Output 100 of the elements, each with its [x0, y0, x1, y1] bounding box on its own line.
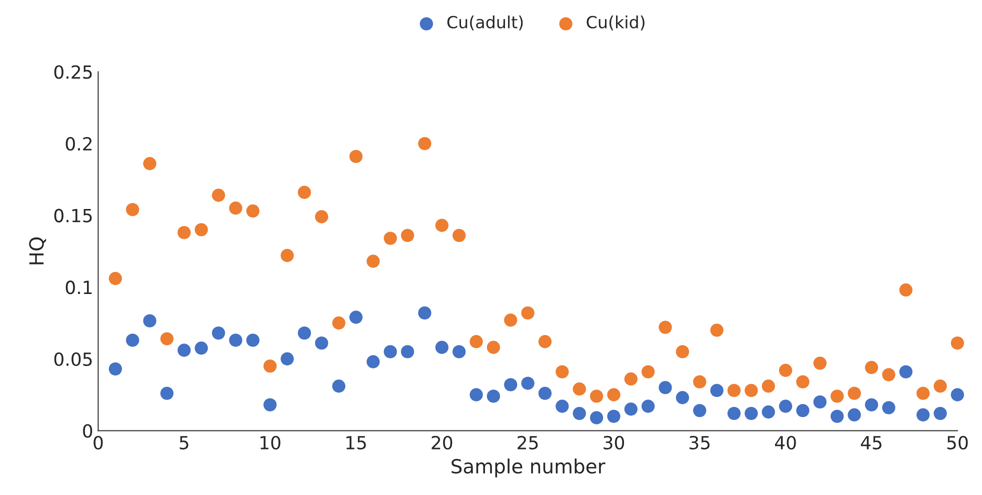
point: [212, 188, 226, 202]
point: [899, 365, 912, 378]
point: [934, 380, 947, 393]
point: [950, 336, 964, 350]
point: [796, 375, 810, 388]
point: [263, 359, 277, 373]
point: [916, 386, 930, 400]
point: [470, 388, 483, 402]
point: [521, 376, 534, 390]
point: [556, 365, 569, 378]
point: [864, 360, 878, 374]
y-tick-label: 0.25: [54, 65, 92, 79]
point: [280, 352, 294, 366]
x-tick-label: 5: [180, 436, 188, 450]
point: [572, 406, 586, 420]
point: [384, 345, 397, 358]
point: [108, 272, 122, 286]
point: [882, 368, 896, 382]
point: [435, 340, 448, 354]
point: [779, 364, 792, 377]
point: [830, 390, 844, 403]
point: [384, 232, 397, 245]
point: [710, 384, 724, 398]
point: [280, 248, 294, 262]
point: [332, 316, 346, 330]
point: [160, 386, 174, 400]
x-tick-label: 45: [860, 436, 882, 450]
point: [400, 228, 414, 242]
point: [607, 388, 620, 402]
point: [538, 386, 552, 400]
point: [848, 386, 861, 400]
point: [572, 382, 586, 396]
point: [315, 210, 328, 224]
point: [642, 400, 655, 413]
point: [298, 326, 312, 340]
x-tick-label: 40: [774, 436, 796, 450]
point: [160, 332, 174, 346]
point: [538, 335, 552, 348]
x-tick-label: 10: [260, 436, 280, 450]
point: [418, 306, 432, 320]
point: [744, 384, 758, 398]
point: [178, 344, 191, 357]
point: [934, 406, 947, 420]
point: [556, 400, 569, 413]
point: [727, 406, 741, 420]
point: [435, 218, 448, 232]
y-tick-label: 0.05: [54, 352, 92, 366]
x-tick-label: 15: [346, 436, 366, 450]
point: [710, 324, 724, 337]
point: [332, 380, 346, 393]
x-tick-label: 0: [94, 436, 103, 450]
point: [486, 340, 500, 354]
y-tick-label: 0.2: [66, 137, 92, 151]
point: [504, 314, 518, 327]
point: [762, 405, 776, 419]
point: [486, 390, 500, 403]
point: [366, 254, 380, 268]
point: [452, 228, 466, 242]
y-tick-label: 0: [83, 424, 92, 438]
point: [452, 345, 466, 358]
point: [418, 136, 432, 150]
x-axis-title: Sample number: [452, 458, 606, 478]
point: [676, 345, 690, 358]
point: [349, 310, 363, 324]
point: [830, 410, 844, 423]
point: [194, 223, 208, 236]
point: [658, 380, 672, 394]
point: [607, 410, 620, 423]
point: [779, 400, 792, 413]
point: [658, 320, 672, 334]
point: [813, 395, 827, 409]
point: [899, 283, 912, 297]
point: [916, 408, 930, 422]
point: [126, 334, 140, 347]
point: [796, 404, 810, 418]
point: [400, 345, 414, 358]
x-tick-label: 35: [690, 436, 710, 450]
point: [693, 404, 706, 418]
x-tick-label: 50: [947, 436, 968, 450]
point: [366, 355, 380, 368]
point: [882, 401, 896, 414]
point: [864, 398, 878, 412]
point: [126, 202, 140, 216]
point: [143, 157, 156, 170]
point: [950, 388, 964, 402]
point: [212, 326, 226, 340]
point: [727, 384, 741, 398]
point: [504, 378, 518, 392]
point: [178, 226, 191, 240]
point: [246, 334, 260, 347]
point: [848, 408, 861, 422]
point: [194, 342, 208, 355]
legend-label: Cu(kid): [586, 16, 644, 30]
point: [298, 186, 312, 199]
point: [229, 334, 242, 347]
point: [229, 202, 242, 215]
point: [263, 398, 277, 412]
point: [315, 336, 328, 350]
point: [470, 335, 483, 348]
point: [642, 365, 655, 378]
